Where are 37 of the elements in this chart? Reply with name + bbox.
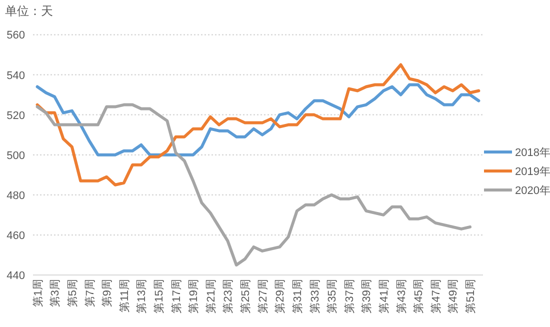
x-tick-label: 第37周 (344, 279, 356, 314)
x-tick-label: 第49周 (448, 279, 460, 314)
x-tick-label: 第9周 (102, 279, 114, 308)
x-tick-label: 第31周 (292, 279, 304, 314)
x-tick-label: 第19周 (188, 279, 200, 314)
x-tick-label: 第11周 (118, 279, 131, 312)
y-tick-label: 560 (6, 30, 25, 42)
legend-label: 2018年 (515, 147, 550, 159)
x-tick-label: 第29周 (274, 279, 287, 314)
y-tick-label: 480 (6, 190, 25, 202)
x-tick-label: 第51周 (465, 279, 478, 314)
y-tick-label: 540 (6, 70, 25, 82)
y-axis-title: 单位：天 (5, 4, 53, 18)
x-tick-label: 第3周 (50, 279, 62, 308)
x-tick-label: 第39周 (361, 279, 374, 314)
x-tick-label: 第23周 (222, 279, 235, 314)
x-tick-label: 第35周 (326, 279, 339, 314)
x-tick-label: 第43周 (396, 279, 408, 314)
x-tick-label: 第5周 (66, 279, 79, 308)
x-tick-label: 第21周 (205, 279, 218, 314)
x-tick-label: 第7周 (84, 279, 96, 308)
x-tick-label: 第1周 (32, 279, 44, 308)
y-tick-label: 440 (6, 270, 25, 282)
legend-label: 2020年 (515, 185, 550, 197)
y-tick-label: 460 (6, 230, 25, 242)
x-tick-label: 第17周 (170, 279, 183, 314)
legend-label: 2019年 (515, 166, 550, 178)
x-tick-label: 第27周 (257, 279, 270, 314)
x-tick-label: 第33周 (309, 279, 322, 314)
y-tick-label: 500 (6, 150, 25, 162)
y-tick-label: 520 (6, 110, 25, 122)
x-tick-label: 第45周 (413, 279, 426, 314)
x-tick-label: 第25周 (240, 279, 252, 314)
x-tick-label: 第41周 (378, 279, 390, 314)
x-tick-label: 第15周 (153, 279, 166, 314)
x-tick-label: 第13周 (136, 279, 148, 314)
x-tick-label: 第47周 (430, 279, 442, 314)
